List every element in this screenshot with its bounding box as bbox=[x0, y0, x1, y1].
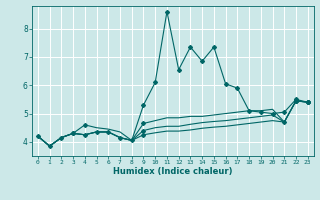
X-axis label: Humidex (Indice chaleur): Humidex (Indice chaleur) bbox=[113, 167, 233, 176]
